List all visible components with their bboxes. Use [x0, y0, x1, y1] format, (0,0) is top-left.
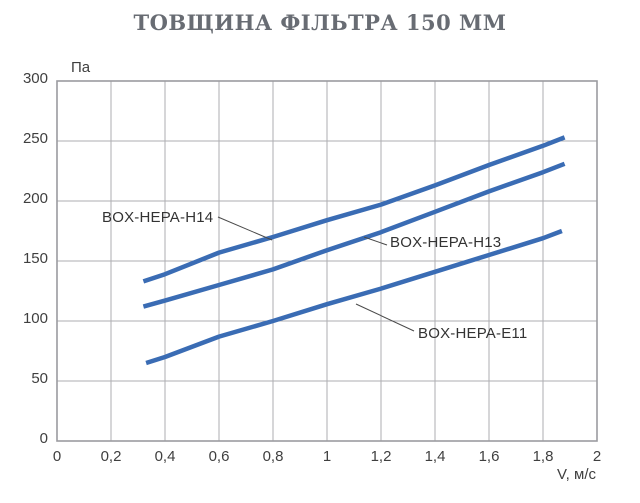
y-tick-label: 150	[23, 250, 48, 267]
x-tick-label: 1,6	[479, 448, 500, 465]
x-tick-label: 1	[323, 448, 331, 465]
series-label-box-hepa-h14: BOX-HEPA-H14	[102, 209, 213, 226]
x-tick-label: 0,6	[209, 448, 230, 465]
y-axis-unit-label: Па	[71, 59, 91, 76]
x-tick-label: 2	[593, 448, 601, 465]
y-tick-label: 200	[23, 190, 48, 207]
series-label-box-hepa-e11: BOX-HEPA-E11	[418, 325, 527, 342]
y-tick-label: 300	[23, 70, 48, 87]
x-tick-label: 0	[53, 448, 61, 465]
x-tick-label: 0,2	[101, 448, 122, 465]
x-axis-unit-label: V, м/с	[557, 466, 596, 483]
x-tick-label: 1,2	[371, 448, 392, 465]
y-tick-label: 100	[23, 310, 48, 327]
leader-line-box-hepa-e11	[355, 303, 415, 332]
x-tick-label: 0,4	[155, 448, 176, 465]
curve-box-hepa-e11	[145, 228, 563, 366]
x-tick-label: 1,8	[533, 448, 554, 465]
curve-box-hepa-h14	[142, 135, 566, 284]
y-tick-label: 250	[23, 130, 48, 147]
x-tick-label: 1,4	[425, 448, 446, 465]
leader-line-box-hepa-h14	[217, 216, 273, 241]
x-tick-label: 0,8	[263, 448, 284, 465]
chart-title: ТОВЩИНА ФІЛЬТРА 150 ММ	[133, 10, 507, 35]
y-tick-label: 0	[40, 430, 48, 447]
series-label-box-hepa-h13: BOX-HEPA-H13	[390, 234, 501, 251]
curve-box-hepa-h13	[142, 161, 566, 309]
leader-line-box-hepa-h13	[363, 236, 388, 246]
plot-border	[56, 80, 598, 442]
y-tick-label: 50	[31, 370, 48, 387]
